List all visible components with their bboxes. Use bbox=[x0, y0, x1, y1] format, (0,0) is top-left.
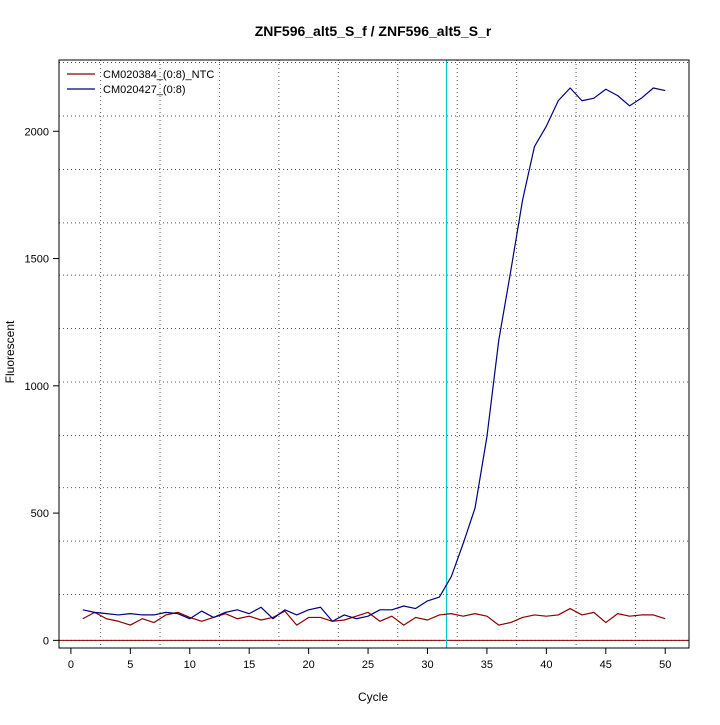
y-tick-label-1: 500 bbox=[31, 508, 49, 520]
plot-frame bbox=[58, 59, 690, 649]
series-line-0 bbox=[82, 607, 666, 626]
y-tick-label-2: 1000 bbox=[25, 381, 49, 393]
x-tick-label-7: 35 bbox=[481, 659, 493, 671]
x-tick-label-3: 15 bbox=[243, 659, 255, 671]
series-lines bbox=[82, 87, 666, 626]
x-tick-label-10: 50 bbox=[659, 659, 671, 671]
x-tick-label-4: 20 bbox=[302, 659, 314, 671]
y-axis-label: Fluorescent bbox=[3, 320, 17, 383]
x-tick-label-1: 5 bbox=[127, 659, 133, 671]
legend: CM020384_(0:8)_NTC CM020427_(0:8) bbox=[67, 69, 214, 96]
y-tick-label-4: 2000 bbox=[25, 126, 49, 138]
x-tick-label-5: 25 bbox=[362, 659, 374, 671]
y-tick-label-3: 1500 bbox=[25, 254, 49, 266]
legend-label-0: CM020384_(0:8)_NTC bbox=[103, 69, 214, 81]
chart-title: ZNF596_alt5_S_f / ZNF596_alt5_S_r bbox=[255, 23, 492, 39]
x-tick-label-8: 40 bbox=[540, 659, 552, 671]
grid bbox=[59, 60, 689, 648]
series-line-1 bbox=[82, 87, 666, 622]
x-tick-label-9: 45 bbox=[600, 659, 612, 671]
y-tick-label-0: 0 bbox=[43, 635, 49, 647]
reference-lines bbox=[59, 60, 689, 648]
x-tick-label-2: 10 bbox=[184, 659, 196, 671]
x-tick-label-0: 0 bbox=[68, 659, 74, 671]
x-tick-label-6: 30 bbox=[421, 659, 433, 671]
legend-label-1: CM020427_(0:8) bbox=[103, 84, 186, 96]
x-axis-label: Cycle bbox=[358, 690, 388, 704]
